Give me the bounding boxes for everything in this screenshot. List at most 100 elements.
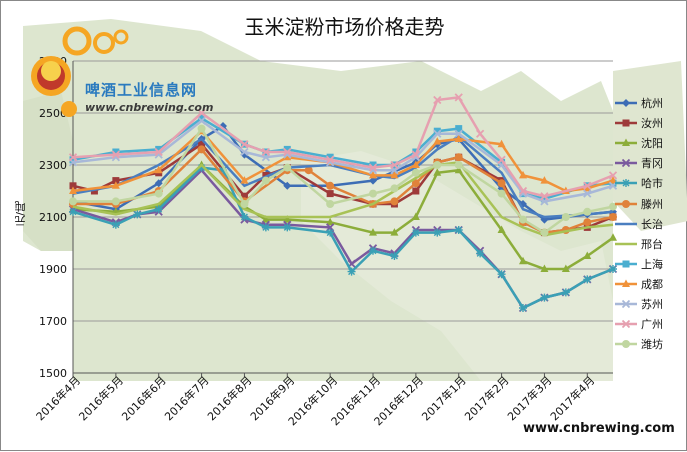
data-point — [518, 186, 528, 196]
data-point — [368, 163, 378, 172]
data-point — [583, 189, 592, 198]
series-邢台 — [72, 161, 614, 237]
data-point — [240, 176, 249, 184]
data-point — [283, 181, 292, 190]
data-point — [433, 137, 442, 145]
legend-label: 邢台 — [641, 237, 663, 251]
legend-item: 苏州 — [615, 294, 685, 314]
y-tick-label: 2100 — [39, 211, 67, 224]
data-point — [155, 145, 163, 153]
legend-label: 沈阳 — [641, 137, 663, 151]
data-point — [369, 161, 377, 169]
series-line — [72, 119, 614, 203]
data-point — [154, 205, 163, 214]
data-point — [622, 260, 630, 268]
data-point — [433, 161, 442, 169]
data-point — [198, 114, 206, 122]
y-tick-label: 1900 — [39, 263, 67, 276]
data-point — [326, 217, 335, 226]
data-point — [540, 264, 549, 272]
legend-item: 滕州 — [615, 193, 685, 213]
data-point — [497, 189, 506, 198]
data-point — [497, 179, 506, 188]
data-point — [454, 153, 463, 162]
legend-swatch — [615, 99, 637, 108]
data-point — [609, 213, 617, 221]
data-point — [347, 267, 356, 276]
data-point — [583, 251, 592, 259]
data-point — [455, 125, 463, 133]
legend-item: 杭州 — [615, 93, 685, 113]
data-point — [69, 197, 77, 206]
legend-label: 长治 — [641, 217, 663, 231]
data-point — [609, 265, 617, 273]
legend-swatch — [615, 319, 637, 329]
data-point — [133, 210, 142, 219]
data-point — [219, 166, 227, 175]
data-point — [69, 207, 77, 216]
logo-circles-icon — [31, 26, 129, 117]
data-point — [261, 223, 270, 232]
data-point — [519, 256, 527, 265]
data-point — [154, 147, 163, 157]
legend-swatch — [615, 340, 637, 349]
data-point — [326, 190, 334, 198]
data-point — [561, 264, 570, 272]
data-point — [621, 299, 631, 309]
legend-label: 杭州 — [641, 97, 663, 111]
data-point — [154, 179, 163, 188]
data-point — [369, 176, 377, 185]
legend-item: 哈市 — [615, 173, 685, 193]
data-point — [454, 129, 463, 138]
data-point — [111, 220, 120, 229]
data-point — [261, 176, 270, 185]
data-point — [622, 340, 630, 349]
data-point — [111, 150, 120, 159]
data-point — [608, 171, 618, 180]
data-point — [197, 163, 206, 172]
y-tick-label: 1700 — [39, 315, 67, 328]
data-point — [561, 213, 570, 221]
data-point — [283, 145, 291, 153]
legend-item: 青冈 — [615, 153, 685, 173]
data-point — [283, 163, 292, 172]
data-point — [540, 228, 549, 237]
data-point — [261, 215, 270, 223]
legend-swatch — [615, 179, 637, 188]
legend-swatch — [615, 199, 637, 208]
data-point — [390, 197, 399, 206]
data-point — [621, 159, 631, 168]
series-哈市 — [69, 163, 617, 312]
y-axis-label: 元/吨 — [14, 201, 27, 227]
data-point — [476, 249, 485, 258]
data-point — [622, 138, 630, 147]
data-point — [433, 95, 442, 105]
data-point — [497, 155, 506, 164]
data-point — [283, 223, 292, 232]
data-point — [519, 170, 527, 179]
data-point — [583, 183, 592, 192]
logo-url: www.cnbrewing.com — [85, 101, 214, 114]
data-point — [197, 124, 206, 133]
data-point — [240, 147, 249, 157]
data-point — [304, 166, 313, 175]
data-point — [497, 139, 506, 148]
data-point — [326, 181, 335, 190]
data-point — [197, 145, 206, 154]
legend-item: 广州 — [615, 314, 685, 334]
data-point — [111, 181, 120, 189]
data-point — [411, 150, 420, 159]
data-point — [326, 200, 335, 208]
data-point — [583, 275, 592, 284]
legend-swatch — [615, 260, 637, 268]
data-point — [390, 170, 399, 179]
legend-item: 成都 — [615, 274, 685, 294]
data-point — [519, 304, 527, 312]
y-tick-label: 1500 — [39, 367, 67, 380]
data-point — [112, 148, 120, 156]
data-point — [622, 199, 630, 208]
legend-swatch — [615, 279, 637, 287]
data-point — [198, 140, 206, 148]
data-point — [197, 116, 206, 125]
